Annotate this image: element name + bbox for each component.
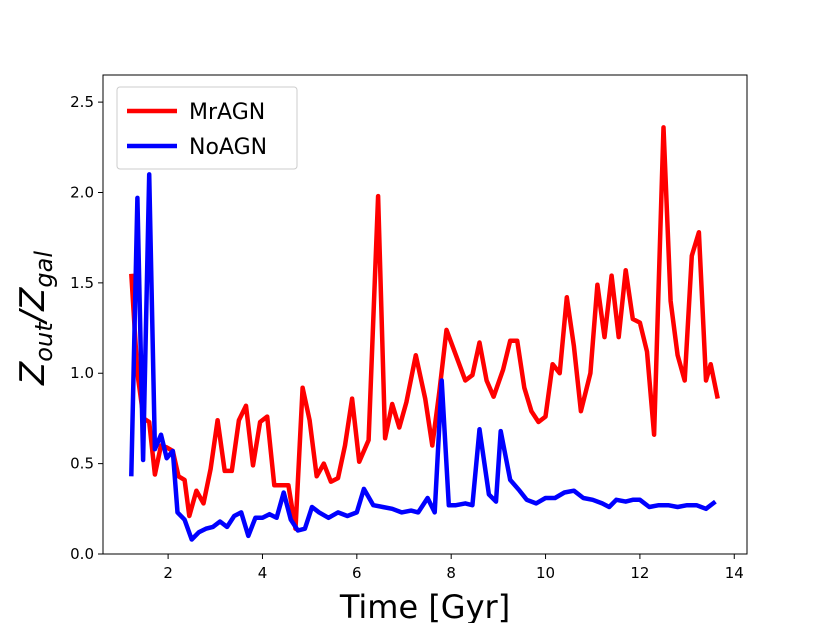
x-tick-label: 14 [725, 564, 744, 582]
x-tick-label: 6 [352, 564, 362, 582]
y-axis-label: Zout/Zgal [13, 251, 58, 386]
x-tick-label: 12 [630, 564, 649, 582]
plot-frame [102, 74, 748, 555]
x-tick-label: 4 [258, 564, 268, 582]
x-tick-label: 2 [163, 564, 173, 582]
y-label-part: out [30, 321, 58, 362]
y-label-part: Z [13, 361, 53, 386]
legend-label: MrAGN [189, 100, 265, 125]
x-tick-label: 8 [446, 564, 456, 582]
y-tick-label: 1.0 [70, 364, 94, 382]
line-series [129, 125, 720, 531]
y-tick-label: 0.5 [70, 455, 94, 473]
legend-label: NoAGN [189, 135, 267, 160]
line-series [129, 172, 717, 542]
y-tick-label: 0.0 [70, 545, 94, 563]
legend-frame [116, 86, 298, 170]
y-tick-label: 2.5 [70, 93, 94, 111]
y-tick-label: 2.0 [70, 183, 94, 201]
y-label-part: /Z [13, 287, 53, 325]
x-axis-label: Time [Gyr] [339, 588, 510, 623]
y-label-part: gal [30, 251, 58, 288]
x-tick-label: 10 [536, 564, 555, 582]
y-tick-label: 1.5 [70, 274, 94, 292]
